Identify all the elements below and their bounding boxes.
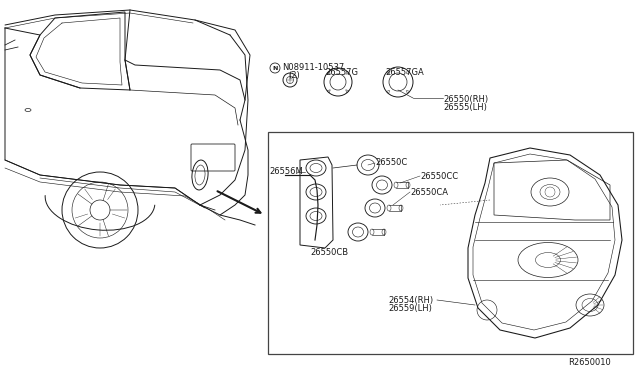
Text: 26554(RH): 26554(RH) <box>388 296 433 305</box>
Text: 26557GA: 26557GA <box>385 68 424 77</box>
Text: 26556M: 26556M <box>269 167 303 176</box>
Text: 26550CA: 26550CA <box>410 188 448 197</box>
Text: N08911-10537: N08911-10537 <box>282 63 344 72</box>
Text: (2): (2) <box>288 71 300 80</box>
Text: 26559(LH): 26559(LH) <box>388 304 432 313</box>
Text: 26555(LH): 26555(LH) <box>443 103 487 112</box>
Text: R2650010: R2650010 <box>568 358 611 367</box>
Text: N: N <box>272 65 278 71</box>
Text: 26550(RH): 26550(RH) <box>443 95 488 104</box>
Text: 26550CC: 26550CC <box>420 172 458 181</box>
Text: 26550CB: 26550CB <box>310 248 348 257</box>
Text: 26550C: 26550C <box>375 158 407 167</box>
Bar <box>268 132 633 354</box>
Text: 26557G: 26557G <box>325 68 358 77</box>
